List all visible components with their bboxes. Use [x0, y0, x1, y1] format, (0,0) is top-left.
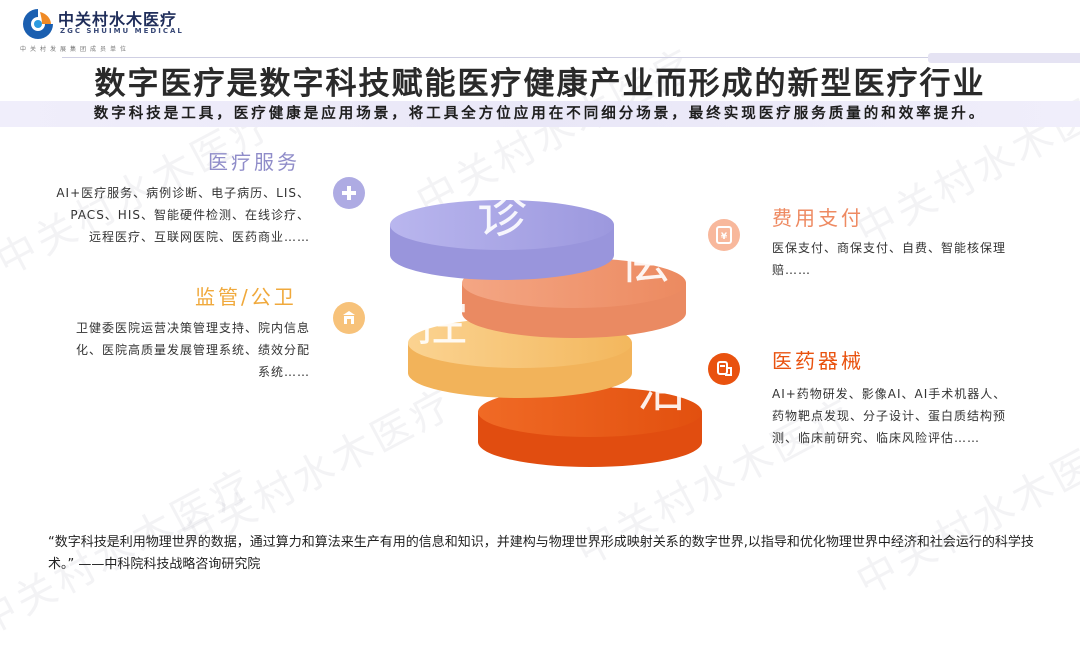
desc-line: PACS、HIS、智能硬件检测、在线诊疗、: [70, 208, 310, 222]
disk-label-bottom: 治: [637, 360, 687, 418]
desc-line: 医保支付、商保支付、自费、智能核保理: [772, 241, 1007, 255]
title-tab-decoration: [928, 53, 1080, 63]
section-title-medical-service: 医疗服务: [208, 150, 300, 174]
desc-line: AI+医疗服务、病例诊断、电子病历、LIS、: [56, 186, 310, 200]
plus-icon: [333, 177, 365, 209]
desc-line: 系统……: [257, 365, 310, 379]
section-desc-regulation: 卫健委医院运营决策管理支持、院内信息 化、医院高质量发展管理系统、绩效分配 系统…: [30, 317, 310, 383]
logo-icon: [23, 9, 53, 39]
desc-line: 卫健委医院运营决策管理支持、院内信息: [75, 321, 310, 335]
subtitle-band: [0, 101, 1080, 127]
page-title: 数字医疗是数字科技赋能医疗健康产业而形成的新型医疗行业: [94, 66, 986, 102]
desc-line: 药物靶点发现、分子设计、蛋白质结构预: [772, 409, 1007, 423]
payment-icon: ¥: [708, 219, 740, 251]
logo-cn-text: 中关村水木医疗: [58, 10, 178, 29]
section-title-pharma: 医药器械: [772, 349, 864, 373]
page-subtitle: 数字科技是工具，医疗健康是应用场景，将工具全方位应用在不同细分场景，最终实现医疗…: [93, 106, 987, 122]
medical-device-icon: [708, 353, 740, 385]
disk-third: [408, 318, 632, 398]
desc-line: 化、医院高质量发展管理系统、绩效分配: [75, 343, 310, 357]
section-desc-pharma: AI+药物研发、影像AI、AI手术机器人、 药物靶点发现、分子设计、蛋白质结构预…: [772, 383, 1062, 449]
building-icon: [333, 302, 365, 334]
desc-line: 远程医疗、互联网医院、医药商业……: [88, 230, 310, 244]
section-desc-medical-service: AI+医疗服务、病例诊断、电子病历、LIS、 PACS、HIS、智能硬件检测、在…: [0, 182, 310, 248]
section-title-payment: 费用支付: [772, 206, 864, 230]
svg-text:¥: ¥: [721, 232, 728, 242]
section-title-regulation: 监管/公卫: [195, 285, 297, 309]
desc-line: AI+药物研发、影像AI、AI手术机器人、: [772, 387, 1007, 401]
desc-line: 赔……: [772, 263, 812, 277]
section-desc-payment: 医保支付、商保支付、自费、智能核保理 赔……: [772, 237, 1062, 281]
logo-en-text: ZGC SHUIMU MEDICAL: [60, 27, 184, 35]
disk-label-top: 诊: [477, 186, 527, 244]
disk-top: [390, 200, 614, 280]
title-frame: [62, 57, 1080, 100]
desc-line: 测、临床前研究、临床风险评估……: [772, 431, 981, 445]
disk-bottom: [478, 387, 702, 467]
disk-label-third: 控: [417, 294, 467, 352]
stacked-disks-graphic: 诊 偿 控 治: [390, 186, 702, 467]
logo-sub-text: 中关村发展集团成员单位: [20, 46, 131, 53]
footer-quote: “数字科技是利用物理世界的数据，通过算力和算法来生产有用的信息和知识，并建构与物…: [48, 535, 1034, 572]
disk-label-second: 偿: [620, 232, 670, 290]
